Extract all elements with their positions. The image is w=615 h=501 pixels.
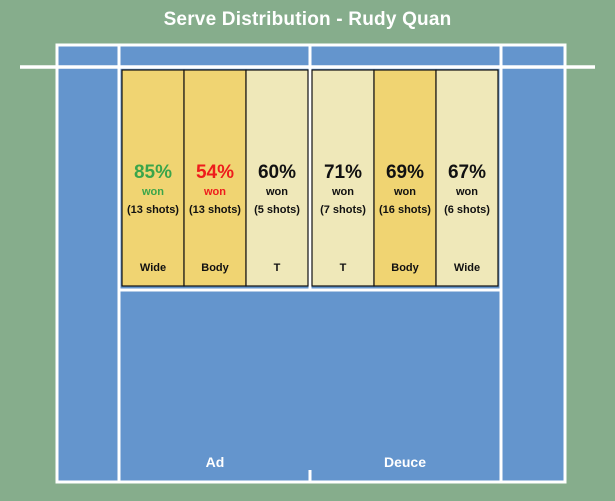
direction-label: T: [273, 262, 281, 274]
zone-ad-body: 54% won (13 shots) Body: [184, 70, 246, 286]
direction-label: Body: [201, 262, 229, 274]
zone-ad-t: 60% won (5 shots) T: [246, 70, 308, 286]
shots-label: (13 shots): [189, 204, 241, 216]
zone-box-deuce-wide: [435, 69, 499, 287]
court-label-deuce: Deuce: [383, 454, 427, 470]
court-label-ad: Ad: [205, 454, 225, 470]
direction-label: Body: [391, 262, 419, 274]
direction-label: T: [339, 262, 347, 274]
zone-deuce-body: 69% won (16 shots) Body: [374, 70, 436, 286]
shots-label: (7 shots): [320, 204, 366, 216]
win-percentage-label: 85%: [133, 162, 173, 183]
win-percentage-label: 60%: [257, 162, 297, 183]
win-percentage-label: 67%: [447, 162, 487, 183]
shots-label: (6 shots): [444, 204, 490, 216]
won-label: won: [394, 186, 416, 198]
zone-box-deuce-body: [373, 69, 437, 287]
zone-deuce-wide: 67% won (6 shots) Wide: [436, 70, 498, 286]
won-label: won: [332, 186, 354, 198]
direction-label: Wide: [139, 262, 167, 274]
zone-ad-wide: 85% won (13 shots) Wide: [122, 70, 184, 286]
win-percentage-label: 54%: [195, 162, 235, 183]
win-percentage-label: 69%: [385, 162, 425, 183]
zone-box-deuce-t: [311, 69, 375, 287]
won-label: won: [456, 186, 478, 198]
shots-label: (16 shots): [379, 204, 431, 216]
won-label: won: [142, 186, 164, 198]
zone-deuce-t: 71% won (7 shots) T: [312, 70, 374, 286]
won-label: won: [266, 186, 288, 198]
shots-label: (13 shots): [127, 204, 179, 216]
won-label: won: [204, 186, 226, 198]
zone-box-ad-t: [245, 69, 309, 287]
chart-title: Serve Distribution - Rudy Quan: [163, 9, 452, 30]
direction-label: Wide: [453, 262, 481, 274]
win-percentage-label: 71%: [323, 162, 363, 183]
shots-label: (5 shots): [254, 204, 300, 216]
